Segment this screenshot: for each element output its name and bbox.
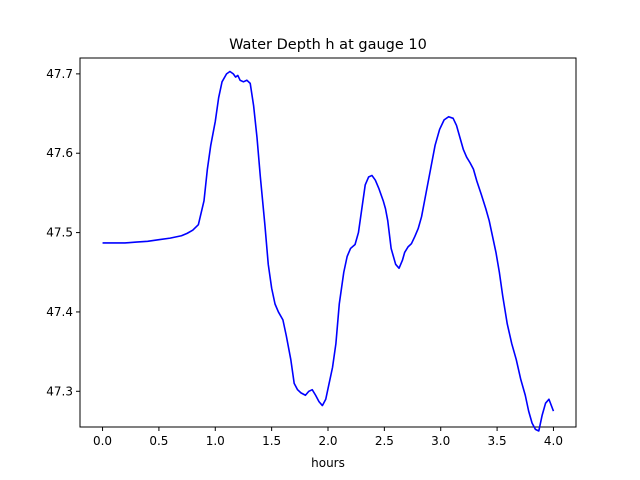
y-tick-label: 47.6 [46,146,73,160]
plot-area-frame [79,57,577,428]
x-tick-label: 1.0 [206,434,225,448]
y-tick-label: 47.3 [46,384,73,398]
x-tick-label: 1.5 [262,434,281,448]
x-tick-label: 3.0 [431,434,450,448]
x-tick-label: 3.5 [488,434,507,448]
y-tick-label: 47.5 [46,226,73,240]
x-tick-label: 2.5 [375,434,394,448]
chart-title: Water Depth h at gauge 10 [229,37,427,53]
x-axis: 0.0 0.5 1.0 1.5 2.0 2.5 3.0 3.5 4.0 [93,427,563,448]
x-tick-label: 2.0 [318,434,337,448]
y-tick-label: 47.4 [46,305,73,319]
x-tick-label: 4.0 [544,434,563,448]
y-axis: 47.3 47.4 47.5 47.6 47.7 [46,67,80,398]
x-tick-label: 0.0 [93,434,112,448]
x-axis-label: hours [311,456,345,470]
series-line [102,70,555,432]
x-tick-label: 0.5 [149,434,168,448]
y-tick-label: 47.7 [46,67,73,81]
